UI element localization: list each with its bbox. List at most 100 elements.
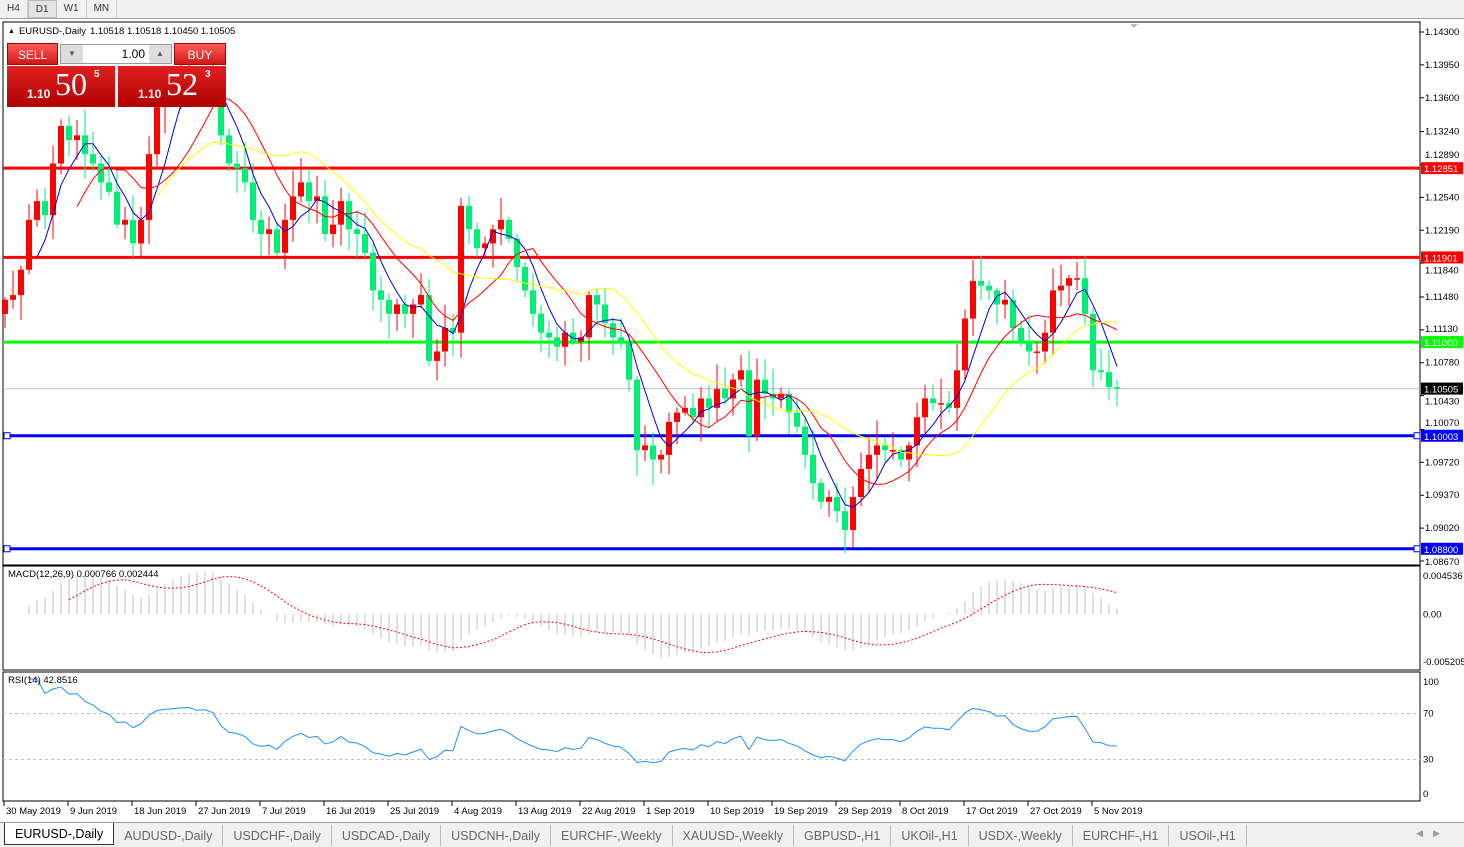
chart-tab[interactable]: EURCHF-,Weekly: [551, 825, 673, 846]
rsi-tick-label: 100: [1423, 677, 1439, 688]
chart-tab[interactable]: EURUSD-,Daily: [4, 823, 115, 845]
candle-body: [266, 229, 272, 235]
candle-body: [970, 280, 976, 319]
price-tick-label: 1.11480: [1425, 292, 1459, 303]
level-price-tag: [1421, 162, 1463, 175]
candle-body: [698, 398, 704, 418]
symbol-label: EURUSD-,Daily: [18, 26, 86, 37]
candle-body: [866, 454, 872, 469]
candle-body: [242, 168, 248, 183]
level-price-tag: [1421, 251, 1463, 264]
price-tick-label: 1.08670: [1425, 557, 1459, 568]
candle-body: [778, 393, 784, 399]
candle-body: [538, 313, 544, 333]
ma-slow-line: [156, 141, 1118, 457]
candle-body: [1034, 351, 1040, 353]
tab-scroll-arrows-icon[interactable]: ◀▶: [1416, 828, 1450, 838]
timeframe-d1[interactable]: D1: [27, 0, 57, 18]
rsi-tick-label: 0: [1423, 789, 1428, 800]
chart-tab[interactable]: EURCHF-,H1: [1073, 825, 1170, 846]
candle-body: [658, 454, 664, 460]
sell-price-big: 50: [55, 66, 87, 102]
date-label: 4 Aug 2019: [454, 806, 502, 817]
buy-price[interactable]: 1.10 52 3: [118, 66, 226, 107]
chart-tab[interactable]: USDCAD-,Daily: [332, 825, 442, 846]
candle-body: [978, 280, 984, 286]
timeframe-w1[interactable]: W1: [57, 0, 87, 18]
candle-body: [298, 182, 304, 197]
candle-body: [762, 379, 768, 394]
chart-tab[interactable]: UKOil-,H1: [891, 825, 969, 846]
candle-body: [954, 370, 960, 408]
candle-body: [514, 238, 520, 267]
macd-tick-label: 0.004536: [1423, 571, 1463, 582]
candle-body: [610, 323, 616, 338]
candle-body: [450, 327, 456, 333]
date-label: 7 Jul 2019: [262, 806, 306, 817]
collapse-triangle-icon[interactable]: ▲: [8, 28, 15, 35]
chart-tab[interactable]: USDCNH-,Daily: [441, 825, 552, 846]
timeframe-mn[interactable]: MN: [87, 0, 118, 18]
chart-tab[interactable]: AUDUSD-,Daily: [114, 825, 224, 846]
candle-body: [1002, 299, 1008, 305]
date-label: 8 Oct 2019: [902, 806, 948, 817]
candle-body: [746, 370, 752, 437]
candle-body: [250, 182, 256, 220]
ma-mid-line: [76, 97, 1118, 485]
candle-body: [994, 290, 1000, 305]
buy-button[interactable]: BUY: [174, 43, 226, 65]
sell-price[interactable]: 1.10 50 5: [7, 66, 115, 107]
timeframe-h4[interactable]: H4: [0, 0, 28, 18]
chart-area[interactable]: 1.14300 1.13950 1.13600 1.13240 1.12890 1.125…: [0, 19, 1464, 822]
candle-body: [1082, 278, 1088, 314]
chart-tab[interactable]: XAUUSD-,Weekly: [673, 825, 794, 846]
buy-price-pip: 3: [205, 69, 211, 80]
lot-increase-icon[interactable]: ▲: [149, 45, 171, 63]
price-tick-label: 1.14300: [1425, 27, 1459, 38]
ohlc-values: 1.10518 1.10518 1.10450 1.10505: [89, 26, 236, 37]
line-handle: [1413, 545, 1421, 553]
candle-body: [530, 290, 536, 314]
candle-body: [1018, 327, 1024, 343]
chart-tab[interactable]: USOil-,H1: [1169, 825, 1247, 846]
macd-tick-label: 0.00: [1423, 609, 1442, 620]
lot-decrease-icon[interactable]: ▼: [61, 45, 83, 63]
candle-body: [282, 219, 288, 253]
candle-body: [850, 497, 856, 530]
candle-body: [714, 389, 720, 408]
chart-tab[interactable]: GBPUSD-,H1: [794, 825, 892, 846]
candle-body: [722, 389, 728, 399]
candle-body: [290, 196, 296, 220]
chart-header: ▲ EURUSD-,Daily 1.10518 1.10518 1.10450 …: [8, 26, 235, 38]
macd-label: MACD(12,26,9) 0.000766 0.002444: [8, 569, 159, 580]
candle-body: [330, 224, 336, 235]
candle-body: [618, 337, 624, 343]
date-label: 18 Jun 2019: [134, 806, 186, 817]
candle-body: [666, 421, 672, 455]
chart-tab[interactable]: USDX-,Weekly: [969, 825, 1073, 846]
candle-body: [58, 125, 64, 164]
candle-body: [506, 219, 512, 239]
main-chart-frame: [2, 21, 1421, 566]
candle-body: [74, 135, 80, 141]
candle-body: [466, 205, 472, 230]
candle-body: [834, 497, 840, 512]
one-click-trading-panel: SELL ▼ 1.00 ▲ BUY 1.10 50 5 1.10 52 3: [7, 43, 227, 107]
date-label: 27 Jun 2019: [198, 806, 250, 817]
chart-tab[interactable]: USDCHF-,Daily: [223, 825, 332, 846]
candle-body: [42, 201, 48, 216]
lot-size-input[interactable]: 1.00: [121, 47, 145, 61]
candle-body: [642, 445, 648, 451]
level-price-label: 1.08800: [1424, 545, 1458, 556]
price-tick-label: 1.12190: [1425, 225, 1459, 236]
macd-panel-frame: [2, 565, 1421, 671]
price-tick-label: 1.10430: [1425, 397, 1459, 408]
price-tick-label: 1.13950: [1425, 60, 1459, 71]
date-label: 19 Sep 2019: [774, 806, 828, 817]
lot-size-stepper[interactable]: ▼ 1.00 ▲: [60, 44, 172, 64]
rsi-tick-label: 70: [1423, 709, 1434, 720]
line-handle: [3, 432, 11, 440]
current-price-label: 1.10505: [1424, 385, 1458, 396]
candle-body: [810, 454, 816, 484]
sell-button[interactable]: SELL: [7, 43, 58, 65]
